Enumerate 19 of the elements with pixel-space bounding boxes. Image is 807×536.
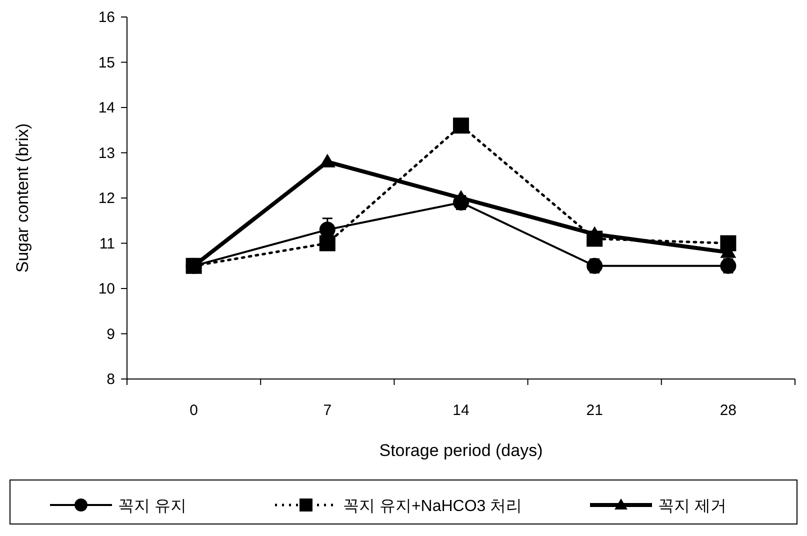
x-tick-label: 28 — [720, 402, 737, 419]
y-tick-label: 10 — [98, 280, 115, 298]
x-tick-label: 21 — [586, 402, 603, 419]
y-tick-label: 11 — [99, 235, 115, 252]
y-tick-label: 15 — [98, 54, 115, 72]
legend-label: 꼭지 제거 — [658, 498, 726, 515]
y-tick-label: 8 — [106, 371, 115, 388]
y-axis-title: Sugar content (brix) — [13, 123, 32, 273]
y-tick-label: 16 — [98, 9, 115, 26]
legend-label: 꼭지 유지 — [118, 498, 186, 515]
x-tick-label: 0 — [190, 402, 198, 419]
x-axis-title: Storage period (days) — [379, 441, 543, 460]
x-tick-label: 14 — [452, 402, 470, 419]
y-tick-label: 12 — [98, 190, 115, 207]
x-tick-label: 7 — [323, 402, 332, 419]
y-tick-label: 13 — [98, 144, 115, 162]
y-tick-label: 9 — [106, 326, 115, 343]
legend-label: 꼭지 유지+NaHCO3 처리 — [343, 498, 522, 515]
y-tick-label: 14 — [98, 100, 115, 116]
